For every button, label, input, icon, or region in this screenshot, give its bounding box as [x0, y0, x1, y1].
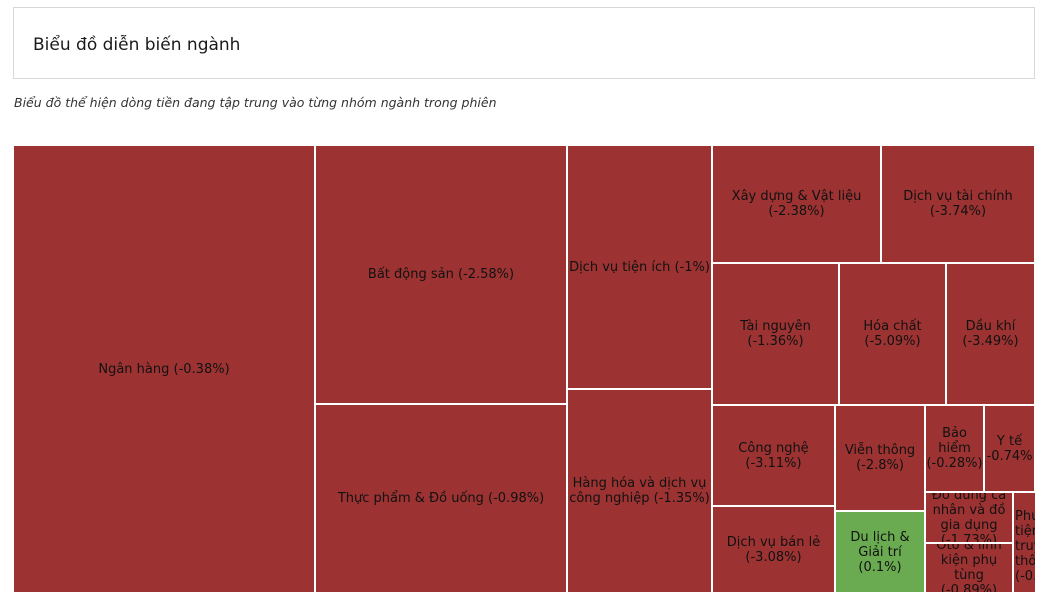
treemap-cell-label: Dịch vụ tiện ích (-1%): [569, 259, 710, 275]
treemap-cell[interactable]: Tài nguyên (-1.36%): [712, 263, 839, 405]
chart-subtitle: Biểu đồ thể hiện dòng tiền đang tập trun…: [14, 95, 497, 110]
treemap-cell-label: Dịch vụ tài chính (-3.74%): [903, 189, 1013, 219]
treemap-cell[interactable]: Công nghệ (-3.11%): [712, 405, 835, 506]
treemap-cell-label: Xây dựng & Vật liệu (-2.38%): [731, 189, 862, 219]
treemap-cell-label: Y tế (-0.74%): [984, 433, 1035, 464]
treemap-cell-label: Dịch vụ bán lẻ (-3.08%): [726, 534, 821, 565]
chart-header-card: Biểu đồ diễn biến ngành: [13, 7, 1035, 79]
treemap-cell[interactable]: Phư tiện truy thôn (-0.: [1013, 492, 1035, 593]
treemap-cell[interactable]: Ngân hàng (-0.38%): [13, 145, 315, 593]
treemap-cell[interactable]: Dầu khí (-3.49%): [946, 263, 1035, 405]
treemap-cell-label: Bất động sản (-2.58%): [367, 267, 515, 282]
treemap-cell[interactable]: Xây dựng & Vật liệu (-2.38%): [712, 145, 881, 263]
treemap-cell-label: Thực phẩm & Đồ uống (-0.98%): [337, 491, 545, 506]
treemap-cell[interactable]: Dịch vụ tài chính (-3.74%): [881, 145, 1035, 263]
treemap-cell-label: Tài nguyên (-1.36%): [740, 319, 811, 349]
treemap-cell[interactable]: Viễn thông (-2.8%): [835, 405, 925, 511]
treemap-cell-label: Dầu khí (-3.49%): [962, 319, 1019, 349]
treemap-cell[interactable]: Y tế (-0.74%): [984, 405, 1035, 492]
treemap-cell[interactable]: Dịch vụ tiện ích (-1%): [567, 145, 712, 389]
treemap-cell[interactable]: Ôtô & linh kiện phụ tùng (-0.89%): [925, 543, 1013, 593]
treemap-cell-label: Đồ dùng cá nhân và đồ gia dụng (-1.73%): [931, 492, 1007, 543]
treemap-cell-label: Ngân hàng (-0.38%): [98, 361, 230, 377]
treemap-cell[interactable]: Đồ dùng cá nhân và đồ gia dụng (-1.73%): [925, 492, 1013, 543]
sector-treemap: Ngân hàng (-0.38%) Bất động sản (-2.58%) T…: [13, 145, 1035, 593]
treemap-cell[interactable]: Bảo hiểm (-0.28%): [925, 405, 984, 492]
treemap-cell-label: Bảo hiểm (-0.28%): [926, 426, 983, 471]
treemap-cell-label: Du lịch & Giải trí (0.1%): [850, 529, 910, 575]
chart-title: Biểu đồ diễn biến ngành: [33, 35, 241, 55]
treemap-cell[interactable]: Dịch vụ bán lẻ (-3.08%): [712, 506, 835, 593]
treemap-cell-label: Hóa chất (-5.09%): [863, 319, 922, 349]
treemap-cell[interactable]: Du lịch & Giải trí (0.1%): [835, 511, 925, 593]
treemap-cell[interactable]: Hàng hóa và dịch vụ công nghiệp (-1.35%): [567, 389, 712, 593]
treemap-cell[interactable]: Bất động sản (-2.58%): [315, 145, 567, 404]
treemap-cell-label: Hàng hóa và dịch vụ công nghiệp (-1.35%): [569, 476, 710, 506]
treemap-cell[interactable]: Hóa chất (-5.09%): [839, 263, 946, 405]
treemap-cell-label: Phư tiện truy thôn (-0.: [1015, 509, 1035, 584]
treemap-cell[interactable]: Thực phẩm & Đồ uống (-0.98%): [315, 404, 567, 593]
treemap-cell-label: Ôtô & linh kiện phụ tùng (-0.89%): [936, 543, 1002, 593]
treemap-cell-label: Công nghệ (-3.11%): [738, 440, 809, 471]
treemap-cell-label: Viễn thông (-2.8%): [844, 443, 916, 473]
